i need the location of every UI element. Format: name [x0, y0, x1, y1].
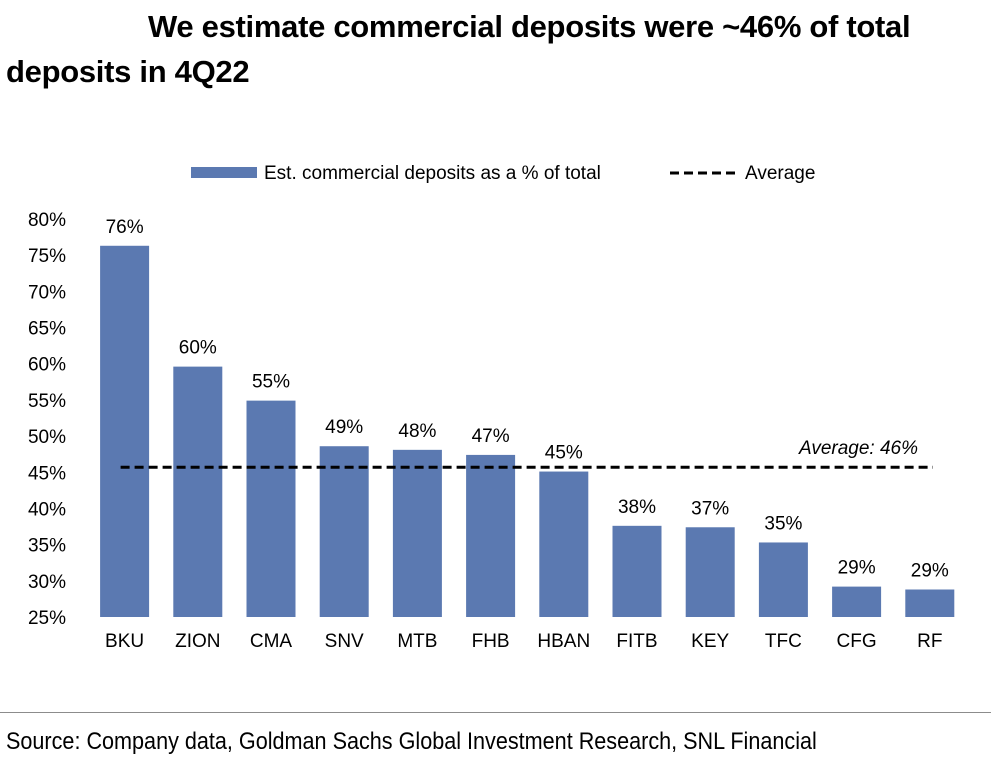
y-tick-label: 30% — [28, 572, 66, 593]
y-tick-label: 75% — [28, 246, 66, 267]
bar — [685, 527, 735, 617]
legend: Est. commercial deposits as a % of total… — [191, 163, 815, 184]
bar-value-label: 55% — [252, 372, 290, 393]
bar — [905, 589, 955, 617]
bar — [392, 449, 442, 617]
bar-value-label: 38% — [618, 497, 656, 518]
bar-value-label: 29% — [838, 558, 876, 579]
y-tick-label: 45% — [28, 463, 66, 484]
bar-value-label: 49% — [325, 417, 363, 438]
x-tick-label: MTB — [397, 631, 437, 652]
x-tick-label: SNV — [325, 631, 364, 652]
x-tick-label: TFC — [765, 631, 802, 652]
y-tick-label: 70% — [28, 282, 66, 303]
y-tick-label: 60% — [28, 355, 66, 376]
bar — [100, 245, 150, 617]
x-tick-label: HBAN — [537, 631, 590, 652]
bar-value-label: 37% — [691, 498, 729, 519]
x-tick-label: ZION — [175, 631, 220, 652]
x-tick-label: FHB — [472, 631, 510, 652]
y-tick-label: 65% — [28, 319, 66, 340]
x-tick-label: BKU — [105, 631, 144, 652]
bar — [173, 366, 223, 617]
chart-title: We estimate commercial deposits were ~46… — [6, 9, 911, 89]
x-tick-label: FITB — [616, 631, 657, 652]
bar-value-label: 48% — [398, 421, 436, 442]
y-tick-label: 35% — [28, 536, 66, 557]
y-tick-label: 55% — [28, 391, 66, 412]
y-tick-label: 40% — [28, 499, 66, 520]
bar — [758, 542, 808, 617]
bar-value-label: 76% — [106, 217, 144, 238]
bar — [832, 586, 882, 617]
bar-chart: Est. commercial deposits as a % of total… — [28, 163, 955, 652]
x-tick-label: CMA — [250, 631, 293, 652]
x-tick-label: CFG — [837, 631, 877, 652]
bar-value-label: 29% — [911, 561, 949, 582]
y-tick-label: 25% — [28, 608, 66, 629]
legend-bar-label: Est. commercial deposits as a % of total — [264, 163, 601, 184]
average-group: Average: 46% — [120, 438, 933, 469]
average-annotation: Average: 46% — [798, 438, 918, 459]
bars: 76% BKU 60% ZION 55% CMA 49% SNV 48% MTB 47% FHB 45%… — [100, 217, 955, 652]
x-tick-label: KEY — [691, 631, 729, 652]
source-note: Source: Company data, Goldman Sachs Glob… — [6, 728, 817, 755]
bar — [466, 454, 516, 617]
legend-bar-swatch — [191, 167, 257, 178]
bar-value-label: 60% — [179, 338, 217, 359]
bar-value-label: 35% — [764, 513, 802, 534]
legend-average-label: Average — [745, 163, 815, 184]
bar — [612, 525, 662, 617]
bar — [539, 471, 589, 617]
footer-rule — [0, 712, 991, 713]
bar — [319, 446, 369, 617]
y-tick-label: 50% — [28, 427, 66, 448]
bar — [246, 400, 296, 617]
y-tick-label: 80% — [28, 210, 66, 231]
x-tick-label: RF — [917, 631, 942, 652]
bar-value-label: 47% — [472, 426, 510, 447]
bar-value-label: 45% — [545, 443, 583, 464]
y-axis: 25% 30% 35% 40% 45% 50% 55% 60% 65% 70% 75% 80% — [28, 210, 66, 629]
